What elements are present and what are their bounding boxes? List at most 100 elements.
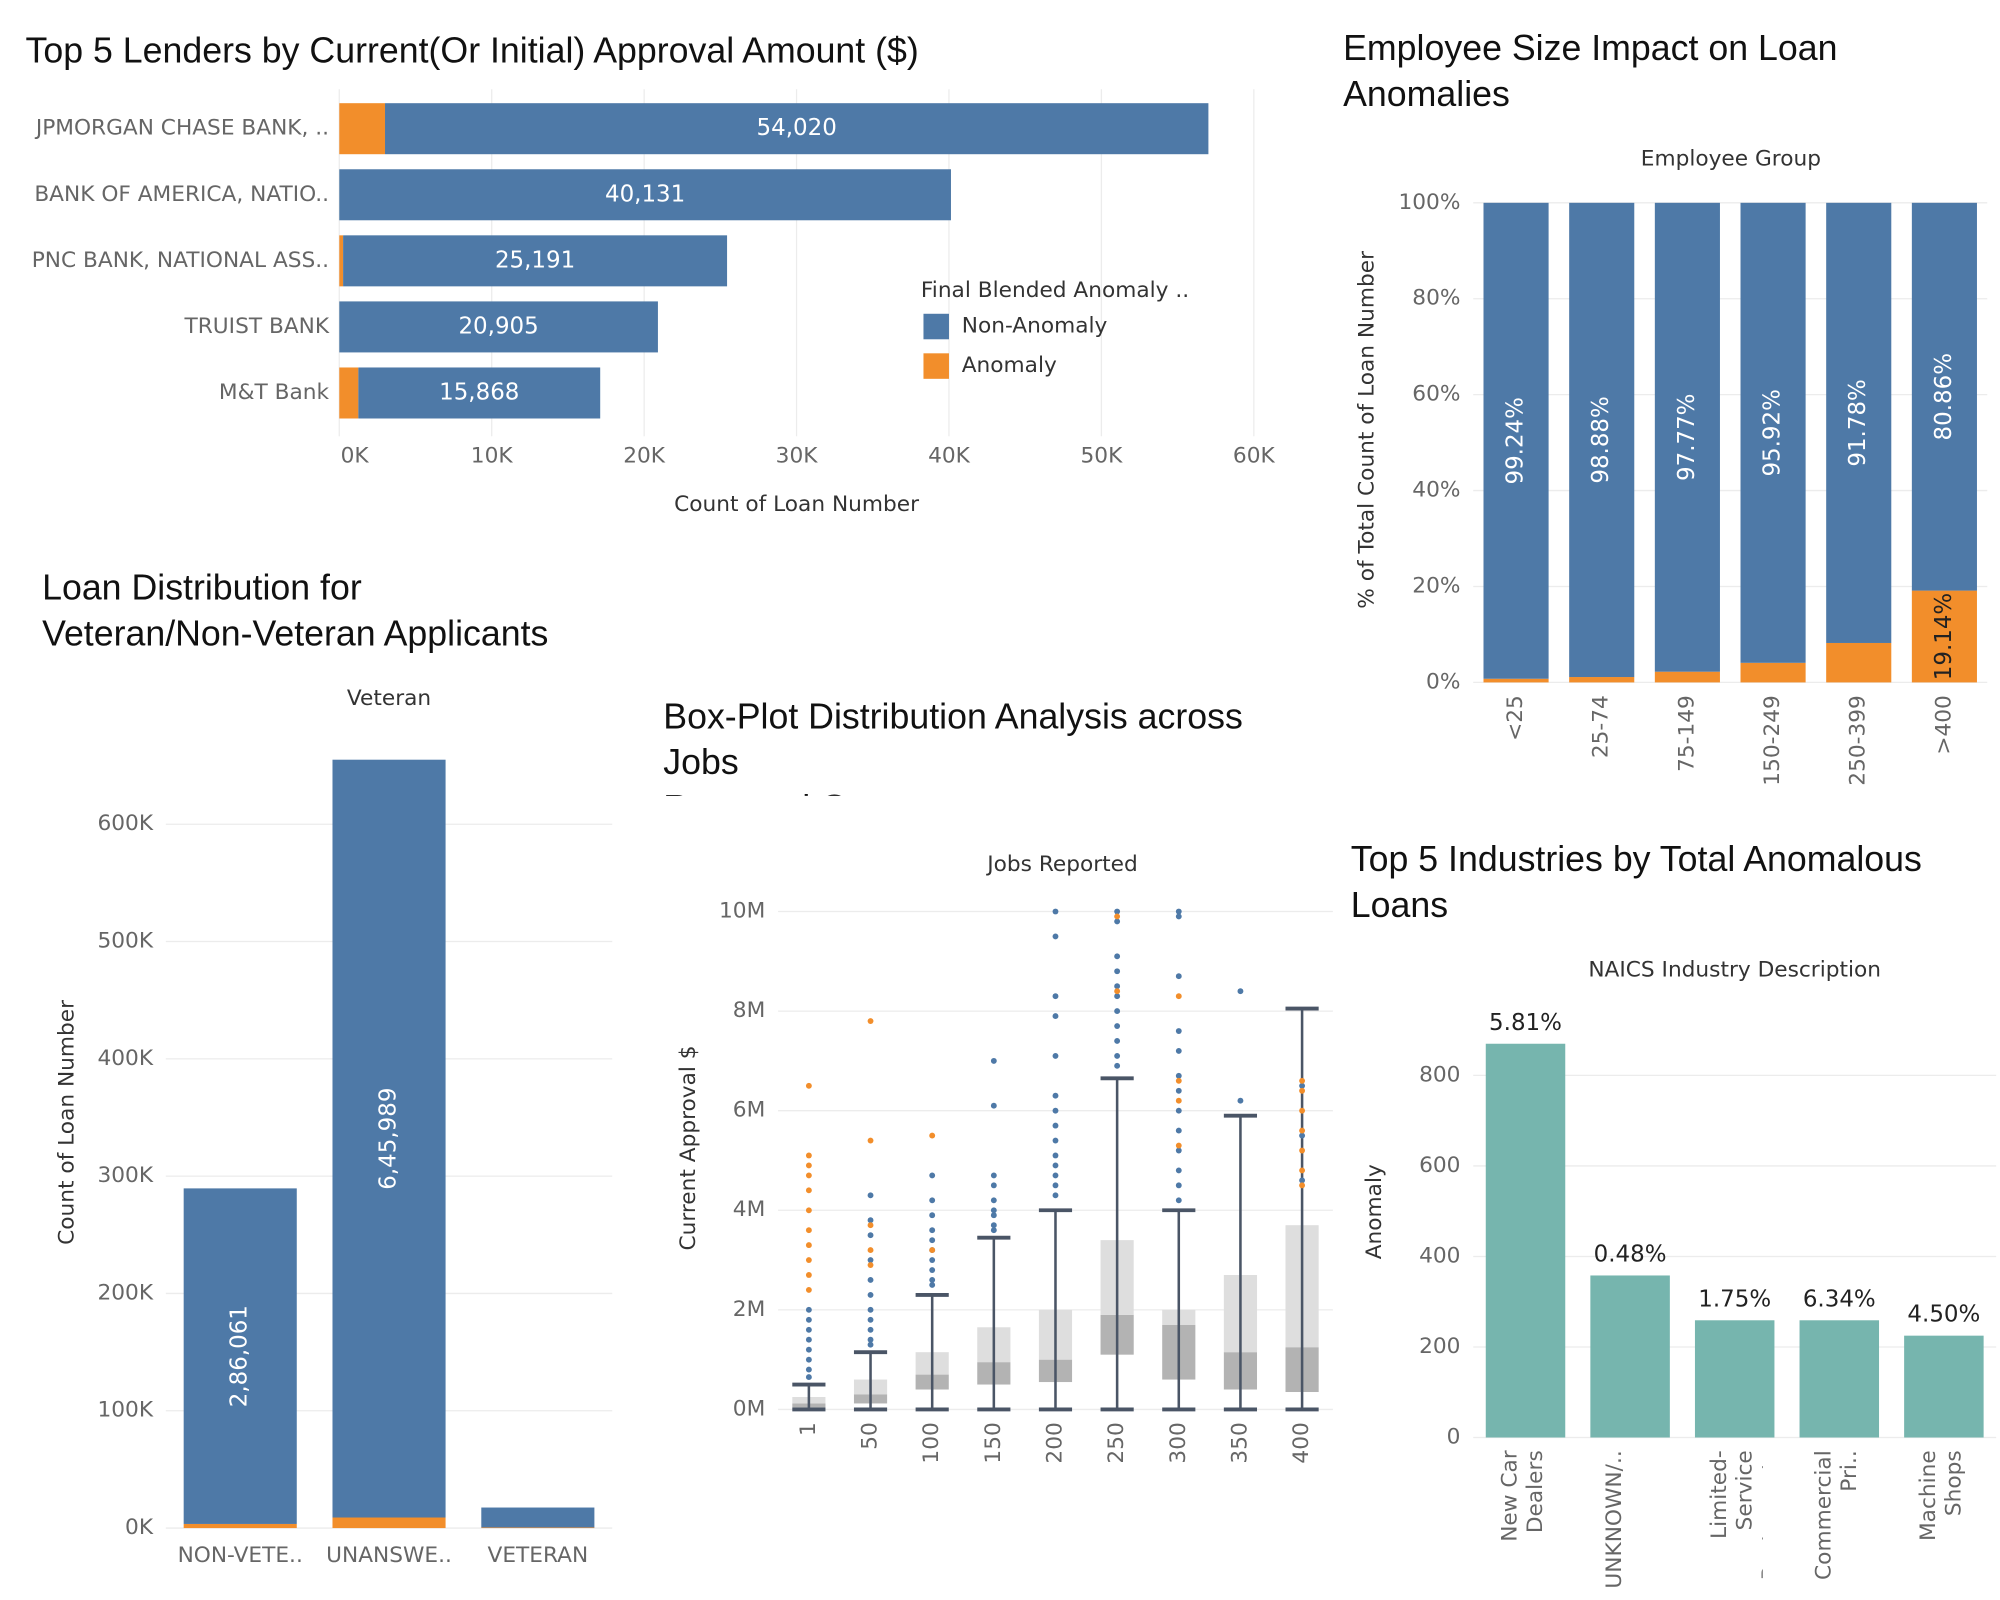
x-tick-label: 250-399: [1846, 695, 1871, 786]
bar: [1569, 202, 1635, 678]
outlier-point: [805, 1257, 812, 1263]
y-tick-label: 300K: [97, 1163, 153, 1188]
legend-label: Anomaly: [962, 353, 1057, 378]
y-tick-label: 0M: [733, 1396, 765, 1421]
y-axis-label: % of Total Count of Loan Number: [1354, 251, 1379, 609]
y-tick-label: 20%: [1412, 573, 1460, 598]
y-tick-label: 0%: [1426, 669, 1460, 694]
x-tick-label: 0K: [341, 444, 370, 469]
outlier-point: [867, 1137, 874, 1144]
value-label: 80.86%: [1931, 353, 1957, 440]
outlier-point: [1175, 1167, 1182, 1174]
outlier-point: [990, 1197, 997, 1204]
chart-title-box: Top 5 Lenders by Current(Or Initial) App…: [26, 31, 919, 71]
bar: [1654, 671, 1720, 683]
outlier-point: [929, 1257, 936, 1263]
outlier-point: [1175, 1087, 1182, 1094]
outlier-point: [1052, 1122, 1059, 1129]
bar: [1569, 677, 1635, 683]
outlier-point: [929, 1267, 936, 1273]
x-tick-label-box: New Car Dealers: [1497, 1450, 1548, 1542]
chart-title: Employee Size Impact on Loan Anomalies: [1343, 28, 1838, 114]
outlier-point: [1114, 1023, 1121, 1029]
y-tick-label: PNC BANK, NATIONAL ASS..: [32, 248, 329, 273]
top-label: NAICS Industry Description: [1588, 958, 1881, 983]
x-tick-label: Limited-Service Restaurants: [1706, 1450, 1763, 1581]
outlier-point: [1114, 993, 1121, 1000]
outlier-point: [1175, 1142, 1182, 1149]
outlier-point: [1114, 953, 1121, 960]
chart-title-box: Top 5 Industries by Total Anomalous Loan…: [1351, 839, 1922, 924]
value-label: 91.78%: [1845, 379, 1871, 466]
x-tick-label: 30K: [776, 444, 819, 469]
bar: [1654, 202, 1720, 672]
outlier-point: [1299, 1127, 1306, 1134]
x-tick-label: 75-149: [1674, 695, 1699, 772]
value-label: 40,131: [605, 181, 685, 207]
y-tick-label: 10M: [719, 898, 765, 923]
outlier-point: [867, 1257, 874, 1263]
bar: [1826, 642, 1892, 683]
y-tick-label: 0: [1447, 1425, 1461, 1450]
value-label: 99.24%: [1503, 397, 1529, 484]
x-tick-label: Commercial Pri..: [1811, 1450, 1863, 1580]
outlier-point: [805, 1366, 812, 1373]
bar: [183, 1523, 297, 1529]
x-tick-label-box: UNKNOWN/..: [1602, 1450, 1628, 1588]
bar: [1826, 202, 1892, 643]
bar: [332, 759, 446, 1518]
outlier-point: [805, 1346, 812, 1353]
outlier-point: [805, 1326, 812, 1333]
value-label: 6,45,989: [376, 1088, 402, 1190]
x-tick-label: 50K: [1081, 444, 1124, 469]
outlier-point: [1114, 988, 1121, 995]
x-tick-label: 20K: [623, 444, 666, 469]
outlier-point: [929, 1282, 936, 1288]
legend-swatch: [923, 353, 949, 379]
x-tick-label-box: Commercial Pri..: [1811, 1450, 1863, 1580]
outlier-point: [1175, 993, 1182, 1000]
bar: [1740, 202, 1806, 663]
outlier-point: [1052, 933, 1059, 940]
bar: [343, 235, 728, 287]
outlier-point: [1052, 1152, 1059, 1159]
bar: [339, 301, 658, 353]
bar-label: 1.75%: [1698, 1286, 1771, 1312]
outlier-point: [867, 1247, 874, 1254]
y-tick-label: 200: [1419, 1334, 1460, 1359]
bar: [1911, 202, 1977, 591]
outlier-point: [929, 1132, 936, 1139]
outlier-point: [1299, 1107, 1306, 1114]
outlier-point: [805, 1187, 812, 1194]
outlier-point: [1114, 908, 1121, 915]
bar: [332, 1517, 446, 1529]
outlier-point: [805, 1356, 812, 1363]
top-label: Employee Group: [1641, 146, 1821, 171]
outlier-point: [1052, 1182, 1059, 1189]
bar-label: 4.50%: [1907, 1302, 1980, 1328]
x-tick-label: 25-74: [1589, 695, 1614, 758]
outlier-point: [805, 1152, 812, 1159]
bar: [1740, 662, 1806, 683]
x-tick-label: 250: [1104, 1422, 1129, 1463]
outlier-point: [929, 1277, 936, 1283]
y-tick-label: 100%: [1398, 190, 1460, 215]
y-tick-label: 500K: [97, 929, 153, 954]
outlier-point: [990, 1102, 997, 1109]
outlier-point: [867, 1306, 874, 1313]
outlier-point: [1114, 1062, 1121, 1069]
legend-label: Non-Anomaly: [962, 314, 1108, 339]
outlier-point: [1299, 1087, 1306, 1094]
outlier-point: [867, 1222, 874, 1229]
outlier-point: [1299, 1167, 1306, 1174]
outlier-point: [867, 1217, 874, 1224]
outlier-point: [867, 1192, 874, 1199]
outlier-point: [1114, 1052, 1121, 1059]
y-tick-label: 200K: [97, 1280, 153, 1305]
x-tick-label: NON-VETE..: [178, 1543, 303, 1568]
value-label: 98.88%: [1588, 396, 1614, 483]
outlier-point: [1175, 1028, 1182, 1034]
outlier-point: [1175, 1147, 1182, 1154]
y-tick-label: TRUIST BANK: [184, 314, 330, 339]
